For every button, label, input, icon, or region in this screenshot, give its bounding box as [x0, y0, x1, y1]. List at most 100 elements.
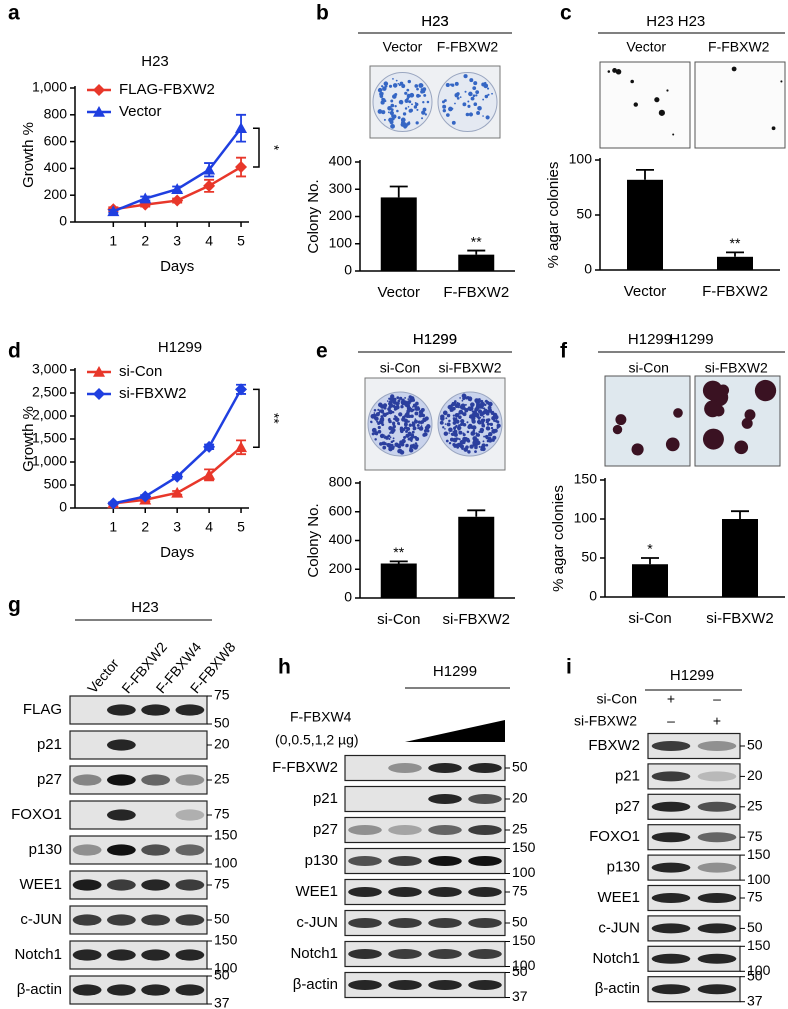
- colony: [459, 444, 464, 449]
- colony: [456, 402, 461, 407]
- blot-band: [651, 953, 691, 964]
- colony: [458, 438, 461, 441]
- blot-band: [175, 774, 205, 786]
- colony: [415, 102, 419, 107]
- colony: [482, 440, 485, 443]
- colony: [485, 443, 489, 447]
- error-bar: [641, 557, 659, 565]
- colony: [468, 416, 471, 419]
- marker-label: 100: [512, 864, 536, 880]
- colony: [396, 421, 400, 425]
- colony: [390, 429, 395, 434]
- blot-band: [72, 949, 102, 961]
- blot-band: [651, 893, 691, 903]
- data-point: [139, 192, 152, 204]
- x-tick-label: 2: [141, 233, 149, 249]
- data-point: [171, 470, 184, 483]
- row-label: β-actin: [293, 976, 338, 993]
- colony: [443, 99, 447, 102]
- colony: [452, 421, 457, 425]
- agar-colony: [744, 409, 756, 421]
- blot-band: [141, 984, 171, 996]
- colony: [471, 410, 474, 413]
- row-label: c-JUN: [296, 914, 338, 931]
- colony: [401, 438, 406, 444]
- agar-colony: [612, 424, 623, 435]
- colony: [467, 100, 470, 103]
- colony: [480, 447, 484, 451]
- x-tick-label: 1: [109, 519, 117, 535]
- marker-label: 50: [747, 919, 763, 935]
- blot-strip: [69, 765, 208, 795]
- colony: [488, 433, 491, 437]
- data-point: [171, 183, 184, 194]
- colony: [463, 74, 468, 79]
- agar-colony: [615, 414, 627, 426]
- row-label: p130: [305, 852, 338, 869]
- colony: [389, 396, 394, 401]
- y-tick-label: 3,000: [32, 361, 67, 377]
- colony: [464, 90, 467, 93]
- colony: [466, 421, 469, 424]
- marker-label: 20: [512, 790, 528, 806]
- colony: [390, 99, 394, 103]
- row-label: WEE1: [295, 883, 338, 900]
- image-label: si-FBXW2: [705, 360, 768, 376]
- colony: [458, 412, 461, 415]
- blot-band: [388, 918, 422, 928]
- image-label: F-FBXW2: [437, 39, 499, 55]
- blot-band: [141, 704, 171, 716]
- dose-wedge: [405, 720, 505, 742]
- blot-title: H1299: [433, 663, 477, 680]
- blot-band: [697, 741, 737, 751]
- marker-label: 150: [512, 932, 536, 948]
- blot-band: [468, 856, 502, 866]
- chart-title: H1299: [413, 331, 457, 348]
- y-tick-label: 500: [44, 476, 68, 492]
- colony: [491, 410, 494, 413]
- colony: [482, 115, 484, 117]
- colony: [451, 120, 456, 125]
- colony: [423, 429, 427, 433]
- colony: [490, 426, 494, 430]
- colony: [413, 105, 418, 109]
- condition-sign: –: [713, 691, 721, 707]
- colony: [417, 420, 422, 424]
- colony: [445, 417, 448, 420]
- blot-band: [428, 794, 462, 804]
- legend-label: FLAG-FBXW2: [119, 81, 215, 98]
- colony: [444, 428, 446, 430]
- colony: [377, 109, 383, 114]
- colony: [407, 420, 410, 423]
- image-label: si-Con: [629, 360, 669, 376]
- colony: [404, 396, 407, 399]
- colony: [468, 112, 474, 117]
- row-label: Notch1: [14, 946, 62, 963]
- colony: [462, 394, 467, 399]
- blot-band: [651, 832, 691, 843]
- colony: [476, 111, 481, 115]
- marker-label: 20: [747, 767, 763, 783]
- colony: [447, 404, 453, 410]
- colony: [487, 405, 492, 410]
- marker-label: 20: [214, 736, 230, 752]
- colony: [474, 450, 477, 453]
- blot-band: [697, 953, 737, 964]
- y-axis-label: Growth %: [20, 122, 37, 188]
- blot-band: [106, 949, 136, 961]
- blot-band: [106, 984, 136, 996]
- colony: [382, 445, 387, 450]
- agar-colony: [658, 109, 665, 116]
- colony: [487, 93, 490, 96]
- colony: [371, 432, 375, 436]
- colony: [496, 420, 500, 424]
- colony: [445, 113, 450, 117]
- colony: [386, 435, 389, 438]
- colony: [485, 115, 490, 120]
- colony: [462, 432, 465, 435]
- x-tick-label: F-FBXW2: [702, 283, 768, 300]
- colony: [411, 421, 415, 424]
- colony: [416, 423, 420, 427]
- colony: [459, 422, 464, 427]
- blot-band: [468, 887, 502, 897]
